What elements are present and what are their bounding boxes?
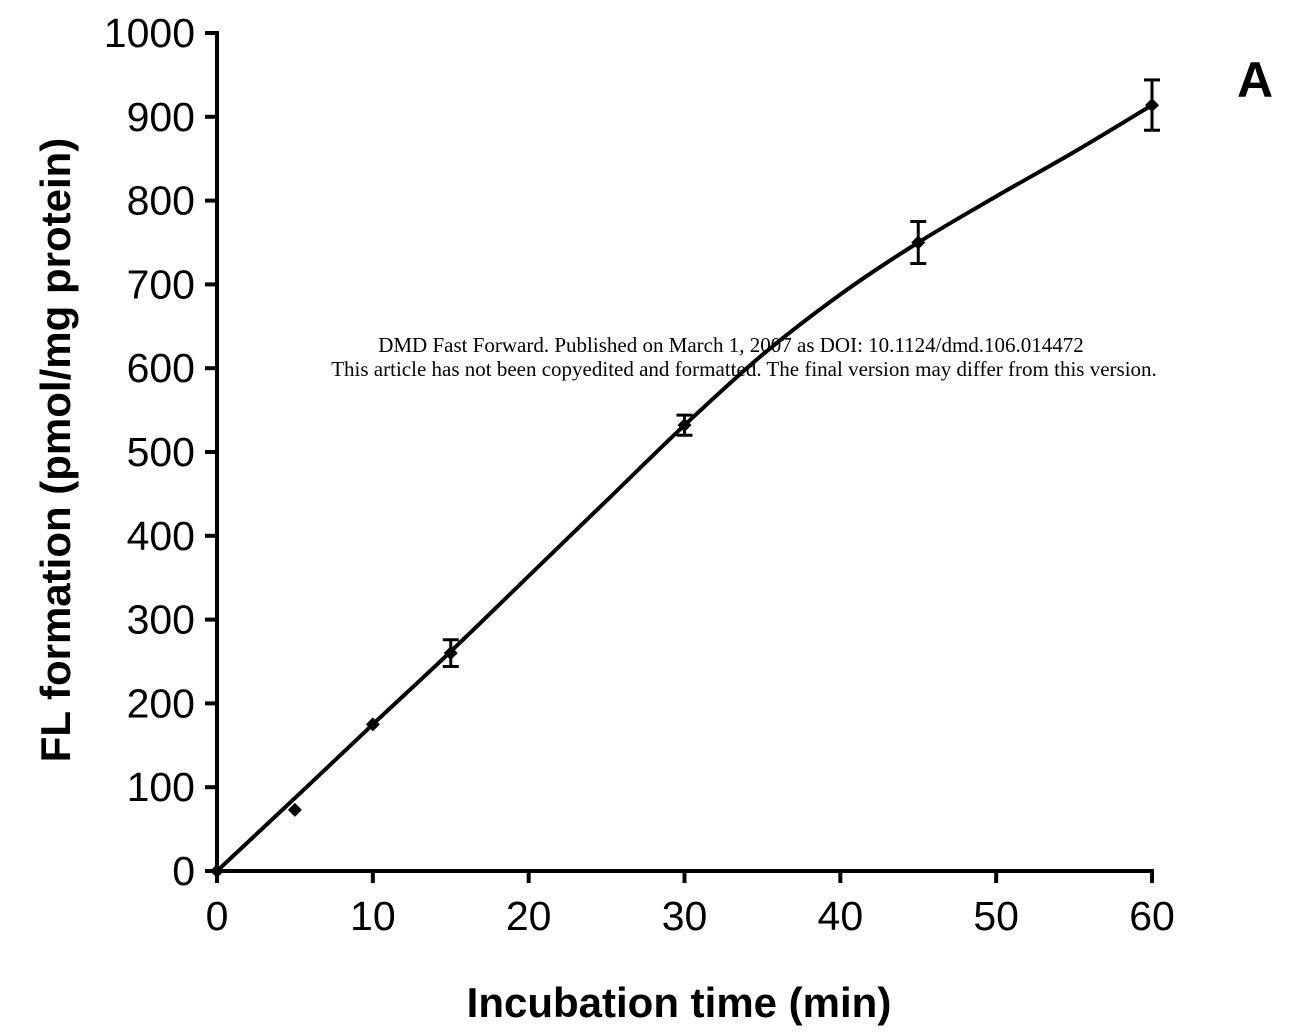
watermark-line-2: This article has not been copyedited and… <box>331 357 1157 381</box>
x-tick-label: 50 <box>973 893 1019 939</box>
y-tick-label: 900 <box>127 94 195 140</box>
data-point-diamond <box>210 864 224 878</box>
data-points <box>210 98 1159 878</box>
x-tick-label: 60 <box>1129 893 1175 939</box>
x-tick-label: 40 <box>818 893 864 939</box>
data-point-diamond <box>677 418 692 433</box>
x-axis-title: Incubation time (min) <box>467 979 892 1026</box>
y-tick-label: 600 <box>127 345 195 391</box>
data-point-diamond <box>365 717 380 732</box>
x-ticks: 0 10 20 30 40 50 60 <box>206 871 1175 939</box>
y-tick-label: 200 <box>127 680 195 726</box>
y-tick-label: 700 <box>127 261 195 307</box>
axes: 0 100 200 300 400 500 600 700 800 900 1000 0 10 20 30… <box>104 10 1175 939</box>
y-tick-label: 300 <box>127 597 195 643</box>
data-point-diamond <box>443 646 458 661</box>
data-point-diamond <box>1145 98 1159 113</box>
y-axis-title: FL formation (pmol/mg protein) <box>32 138 79 763</box>
y-ticks: 0 100 200 300 400 500 600 700 800 900 1000 <box>104 10 217 894</box>
x-tick-label: 10 <box>350 893 396 939</box>
panel-label: A <box>1237 52 1273 108</box>
x-tick-label: 30 <box>662 893 708 939</box>
y-tick-label: 100 <box>127 764 195 810</box>
y-tick-label: 800 <box>127 178 195 224</box>
x-tick-label: 0 <box>206 893 229 939</box>
data-point-diamond <box>911 235 926 250</box>
watermark: DMD Fast Forward. Published on March 1, … <box>331 333 1157 381</box>
y-tick-label: 500 <box>127 429 195 475</box>
plot-layer <box>210 78 1160 878</box>
y-tick-label: 400 <box>127 513 195 559</box>
y-tick-label: 0 <box>172 848 195 894</box>
x-tick-label: 20 <box>506 893 552 939</box>
data-point-diamond <box>287 802 302 817</box>
y-tick-label: 1000 <box>104 10 195 56</box>
watermark-line-1: DMD Fast Forward. Published on March 1, … <box>378 333 1084 357</box>
fit-curve <box>215 103 1154 873</box>
